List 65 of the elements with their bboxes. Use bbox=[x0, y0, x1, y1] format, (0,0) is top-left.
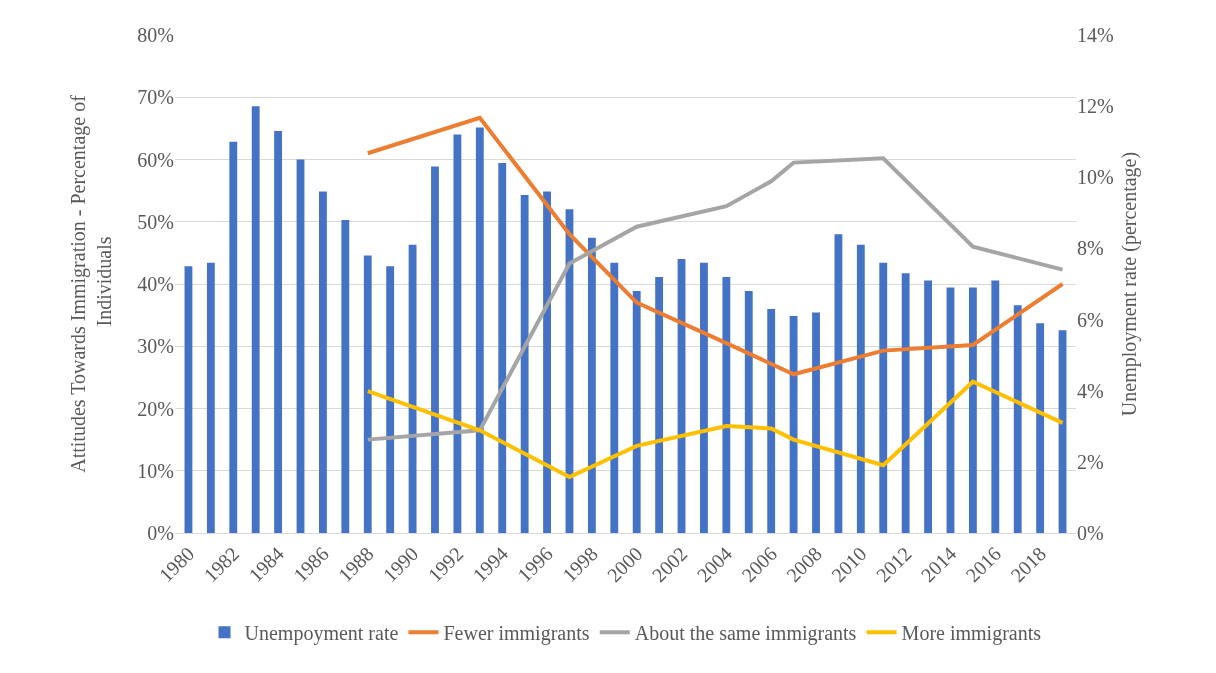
legend-label: Unempoyment rate bbox=[244, 621, 399, 645]
bar bbox=[341, 219, 350, 533]
y2-tick-label: 14% bbox=[1077, 24, 1114, 46]
y-tick-label: 60% bbox=[137, 148, 174, 171]
bar bbox=[856, 244, 865, 533]
y-tick-label: 10% bbox=[137, 459, 174, 482]
x-tick-label: 1982 bbox=[199, 542, 244, 587]
bar bbox=[789, 316, 798, 533]
y-tick-label: 80% bbox=[137, 24, 174, 46]
bar bbox=[744, 291, 753, 533]
bar bbox=[968, 287, 977, 533]
bar bbox=[767, 308, 776, 533]
bar bbox=[632, 291, 641, 533]
bar bbox=[386, 266, 395, 533]
bar bbox=[453, 134, 462, 533]
line-series bbox=[365, 115, 1065, 377]
bar bbox=[700, 262, 708, 533]
y-axis-title: Attitudes Towards Immigration - Percentage of Individuals bbox=[66, 94, 115, 473]
bar bbox=[475, 127, 484, 533]
line-series bbox=[365, 156, 1065, 442]
y2-tick-label: 2% bbox=[1077, 450, 1104, 473]
bar bbox=[498, 163, 507, 533]
x-tick-label: 1992 bbox=[423, 542, 468, 587]
legend-label: About the same immigrants bbox=[634, 621, 857, 645]
bar bbox=[901, 273, 910, 533]
bar bbox=[722, 276, 731, 533]
bar bbox=[229, 141, 238, 533]
y-tick-label: 30% bbox=[137, 335, 174, 358]
y-tick-label: 0% bbox=[147, 522, 174, 544]
y2-tick-label: 10% bbox=[1077, 166, 1114, 189]
legend-label: More immigrants bbox=[901, 621, 1042, 645]
bar bbox=[1013, 305, 1022, 533]
bar bbox=[274, 131, 283, 533]
y2-tick-label: 12% bbox=[1077, 95, 1114, 118]
bar bbox=[543, 191, 551, 533]
y2-axis-title: Unemployment rate (percentage) bbox=[1118, 151, 1141, 417]
bar bbox=[431, 166, 439, 533]
y-tick-label: 20% bbox=[137, 397, 174, 420]
x-tick-label: 1998 bbox=[557, 542, 602, 587]
y-tick-label: 70% bbox=[137, 86, 174, 109]
y2-tick-label: 8% bbox=[1077, 237, 1104, 260]
bar bbox=[1036, 323, 1045, 533]
bar bbox=[991, 280, 1000, 533]
x-tick-label: 1988 bbox=[333, 542, 378, 587]
bar bbox=[879, 262, 888, 533]
x-tick-label: 1980 bbox=[154, 542, 199, 587]
y-tick-label: 40% bbox=[137, 273, 174, 295]
bar bbox=[408, 244, 417, 533]
y2-tick-label: 4% bbox=[1077, 379, 1104, 402]
x-tick-label: 1990 bbox=[378, 542, 423, 587]
bar bbox=[319, 191, 327, 533]
bar bbox=[206, 262, 215, 533]
bar bbox=[363, 255, 372, 533]
bar bbox=[655, 276, 664, 533]
legend-label: Fewer immigrants bbox=[443, 621, 590, 645]
bar bbox=[812, 312, 820, 533]
bar bbox=[587, 237, 596, 533]
bar bbox=[520, 195, 529, 533]
y2-tick-label: 6% bbox=[1077, 308, 1104, 331]
y-tick-label: 50% bbox=[137, 210, 174, 233]
line-series bbox=[365, 379, 1065, 479]
bar bbox=[610, 262, 619, 533]
bar bbox=[924, 280, 932, 533]
bar bbox=[251, 106, 260, 533]
y2-tick-label: 0% bbox=[1077, 522, 1104, 544]
